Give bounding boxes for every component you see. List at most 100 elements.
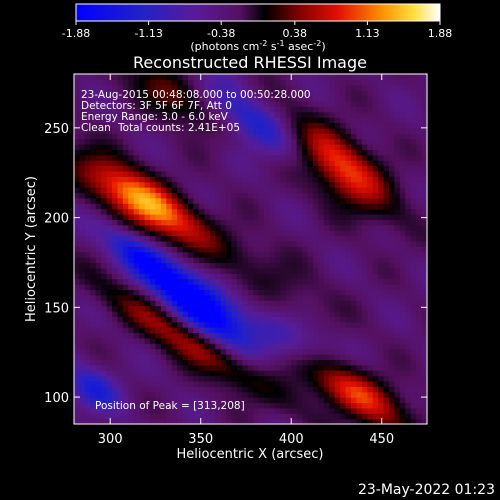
heatmap-cell [258,176,265,183]
heatmap-cell [345,332,352,339]
heatmap-cell [416,278,423,285]
heatmap-cell [177,100,184,107]
heatmap-cell [269,321,276,328]
heatmap-cell [198,300,205,307]
heatmap-cell [193,375,200,382]
heatmap-cell [106,95,113,102]
heatmap-cell [247,257,254,264]
heatmap-cell [388,224,396,231]
heatmap-cell [209,160,216,167]
heatmap-cell [182,294,189,301]
heatmap-cell [198,219,205,226]
heatmap-cell [345,278,352,285]
heatmap-cell [166,100,173,107]
heatmap-cell [280,235,287,242]
heatmap-cell [274,187,281,194]
heatmap-cell [106,337,113,344]
heatmap-cell [79,386,86,393]
heatmap-cell [236,321,243,328]
heatmap-cell [133,413,140,420]
heatmap-cell [421,90,428,97]
heatmap-cell [410,407,417,414]
heatmap-cell [399,262,406,269]
heatmap-cell [236,154,243,161]
heatmap-cell [361,117,368,124]
heatmap-cell [405,321,412,328]
heatmap-cell [150,224,157,231]
heatmap-cell [356,122,363,129]
heatmap-cell [383,165,390,172]
heatmap-cell [264,144,271,150]
heatmap-cell [117,289,124,296]
heatmap-cell [95,413,102,420]
heatmap-cell [416,257,423,264]
heatmap-cell [416,90,423,97]
heatmap-cell [383,262,390,269]
heatmap-cell [112,364,119,371]
heatmap-cell [101,90,108,97]
heatmap-cell [356,176,363,183]
heatmap-cell [312,176,319,183]
heatmap-cell [133,402,140,409]
heatmap-cell [139,359,146,366]
heatmap-cell [144,359,151,366]
heatmap-cell [182,284,189,290]
heatmap-cell [247,413,254,420]
heatmap-cell [421,230,428,237]
heatmap-cell [361,321,368,328]
heatmap-cell [128,79,135,86]
heatmap-cell [312,127,319,134]
heatmap-cell [356,219,363,226]
heatmap-cell [198,278,205,285]
heatmap-cell [334,380,341,387]
heatmap-cell [247,127,254,134]
heatmap-cell [188,321,195,328]
heatmap-cell [209,407,216,414]
heatmap-cell [312,305,319,312]
heatmap-cell [144,144,151,150]
heatmap-cell [285,214,292,220]
heatmap-cell [307,192,314,199]
heatmap-cell [285,300,292,307]
heatmap-cell [215,359,222,366]
heatmap-cell [155,176,162,183]
heatmap-cell [112,251,119,258]
heatmap-cell [258,267,265,274]
heatmap-cell [242,117,249,124]
heatmap-cell [139,138,146,145]
heatmap-cell [302,407,309,414]
heatmap-cell [350,224,357,231]
heatmap-cell [274,106,281,113]
heatmap-cell [296,230,303,237]
heatmap-cell [258,187,265,194]
heatmap-cell [350,327,357,334]
heatmap-cell [90,284,97,290]
heatmap-cell [399,181,406,188]
heatmap-cell [144,364,151,371]
heatmap-cell [242,138,249,145]
heatmap-cell [323,235,330,242]
heatmap-cell [361,192,368,199]
heatmap-cell [160,251,167,258]
heatmap-cell [280,197,287,204]
heatmap-cell [79,133,86,140]
heatmap-cell [171,106,178,113]
heatmap-cell [171,354,178,360]
heatmap-cell [258,90,265,97]
heatmap-cell [399,332,406,339]
heatmap-cell [345,354,352,360]
heatmap-cell [171,203,178,210]
heatmap-cell [323,343,330,350]
heatmap-cell [182,235,189,242]
heatmap-cell [405,235,412,242]
heatmap-cell [155,300,162,307]
heatmap-cell [209,418,216,425]
heatmap-cell [90,402,97,409]
heatmap-cell [350,117,357,124]
heatmap-cell [139,100,146,107]
heatmap-cell [198,332,205,339]
heatmap-cell [399,267,406,274]
heatmap-cell [74,321,81,328]
heatmap-cell [193,144,200,150]
heatmap-cell [291,235,298,242]
